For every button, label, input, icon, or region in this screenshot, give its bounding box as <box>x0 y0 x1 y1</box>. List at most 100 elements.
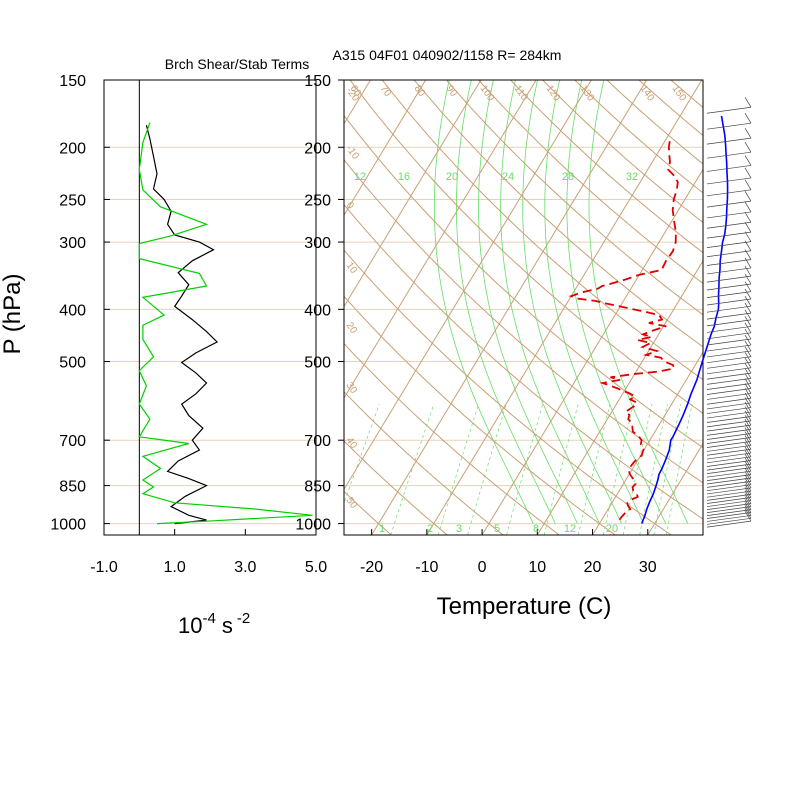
wind-barb-staff <box>706 319 752 327</box>
wind-barb-flag <box>744 302 752 314</box>
skewt-ytick-label-2: 250 <box>304 192 331 209</box>
skewt-xtick-label-1: -10 <box>415 559 438 576</box>
skewt-ytick-label-4: 400 <box>304 302 331 319</box>
skewt-mixing-ratio-label-2: 20 <box>446 171 458 183</box>
wind-barb-staff <box>706 411 752 419</box>
skewt-isotherm-label-16: 140 <box>638 83 657 103</box>
wind-barb-staff <box>706 460 752 467</box>
skewt-xtick-label-2: 0 <box>478 559 487 576</box>
skewt-mixing-ratio-line-6 <box>577 404 611 535</box>
wind-barb-staff <box>706 424 752 432</box>
wind-barb-flag <box>744 316 752 327</box>
skewt-isotherm--40 <box>344 80 537 399</box>
wind-barb-staff <box>706 520 752 528</box>
skewt-moist-adiabat-2 <box>478 80 578 524</box>
skewt-ytick-label-0: 150 <box>304 73 331 90</box>
skewt-isotherm-0 <box>481 168 703 535</box>
wind-barb-flag <box>744 471 752 482</box>
skewt-mixing-ratio-line-1 <box>390 403 435 535</box>
skewt-dry-adiabat--10 <box>344 440 448 535</box>
wind-barb-staff <box>706 312 752 320</box>
skewt-dry-adiabat-0 <box>344 391 504 535</box>
wind-barb-staff <box>706 477 752 485</box>
skewt-dry-adiabat-60 <box>344 114 703 449</box>
wind-barb-staff <box>706 506 752 513</box>
wind-barb-flag <box>744 328 752 340</box>
skewt-mixing-ratio-label-3: 24 <box>502 171 514 183</box>
skewt-mixing-ratio-label-10: 8 <box>533 523 539 535</box>
wind-barb-flag <box>744 362 752 374</box>
wind-barb-staff <box>706 137 752 145</box>
skewt-isotherm-40 <box>702 534 703 535</box>
skewt-mixing-ratio-label-0: 12 <box>354 171 366 183</box>
skewt-isotherm-label-6: 40 <box>344 435 360 451</box>
wind-barb-flag <box>744 487 752 498</box>
skewt-isotherm-label-7: 50 <box>344 495 360 511</box>
dewpoint-line <box>568 141 679 525</box>
wind-barb-staff <box>706 517 752 525</box>
wind-barb-flag <box>744 414 752 426</box>
wind-barb-staff <box>706 497 752 504</box>
skewt-ytick-label-8: 1000 <box>295 517 331 534</box>
wind-barb-staff <box>706 474 752 481</box>
wind-barb-staff <box>706 383 752 390</box>
skewt-mixing-ratio-label-12: 20 <box>606 523 618 535</box>
left-ytick-label-6: 700 <box>59 433 86 450</box>
wind-barb-flag <box>744 505 752 516</box>
wind-barb-staff <box>706 456 752 464</box>
wind-barb-staff <box>706 151 752 159</box>
skewt-mixing-ratio-label-8: 3 <box>456 523 462 535</box>
skewt-background <box>344 64 800 535</box>
wind-barb-staff <box>706 515 752 522</box>
wind-barb-staff <box>706 344 752 352</box>
wind-barb-flag <box>744 442 752 454</box>
skewt-title: A315 04F01 040902/1158 R= 284km <box>333 47 562 63</box>
wind-barb-staff <box>706 393 752 400</box>
wind-barb-flag <box>744 508 752 519</box>
wind-barb-flag <box>744 453 752 465</box>
left-xtick-label-2: 3.0 <box>234 559 256 576</box>
wind-barb-staff <box>706 493 752 501</box>
skewt-isotherm-label-3: 10 <box>344 260 360 276</box>
wind-barb-flag <box>744 141 752 153</box>
wind-barb-staff <box>706 487 752 495</box>
skewt-isotherm--20 <box>371 80 648 535</box>
units-unit-exponent: -2 <box>237 610 250 627</box>
wind-barb-staff <box>706 211 752 219</box>
wind-barb-staff <box>706 356 752 364</box>
skewt-isotherm-label-9: 70 <box>378 83 394 99</box>
wind-barb-staff <box>706 445 752 452</box>
wind-barb-flag <box>744 273 752 285</box>
wind-barb-flag <box>744 212 752 223</box>
wind-barb-flag <box>744 457 752 468</box>
skewt-isotherm--60 <box>344 80 427 217</box>
wind-barb-flag <box>744 474 752 485</box>
wind-barb-staff <box>706 509 752 516</box>
skewt-dry-adiabat-40 <box>344 203 703 520</box>
skewt-isotherm-20 <box>592 351 703 535</box>
wind-barb-flag <box>744 484 752 495</box>
wind-barb-staff <box>706 452 752 460</box>
skewt-ytick-label-1: 200 <box>304 140 331 157</box>
wind-barb-column <box>706 97 752 528</box>
skewt-dry-adiabat--20 <box>344 490 392 535</box>
wind-barb-flag <box>744 388 752 399</box>
left-ytick-label-1: 200 <box>59 140 86 157</box>
skewt-moist-adiabat-5 <box>544 80 644 524</box>
wind-barb-staff <box>706 467 752 475</box>
skewt-dry-adiabat-110 <box>477 80 703 285</box>
wind-barb-staff <box>706 416 752 423</box>
wind-barb-flag <box>744 179 752 191</box>
skewt-dry-adiabat-190 <box>716 64 800 535</box>
wind-barb-flag <box>744 406 752 417</box>
wind-barb-flag <box>744 155 752 166</box>
skewt-mixing-ratio-line-2 <box>437 403 479 535</box>
wind-barb-staff <box>706 241 752 248</box>
left-ytick-label-8: 1000 <box>50 517 86 534</box>
wind-barb-flag <box>744 295 752 307</box>
left-ytick-label-5: 500 <box>59 355 86 372</box>
left-ytick-label-2: 250 <box>59 192 86 209</box>
skewt-isotherm-30 <box>647 442 703 535</box>
skewt-moist-adiabat-0 <box>433 80 534 524</box>
skewt-mixing-ratio-label-1: 16 <box>398 171 410 183</box>
